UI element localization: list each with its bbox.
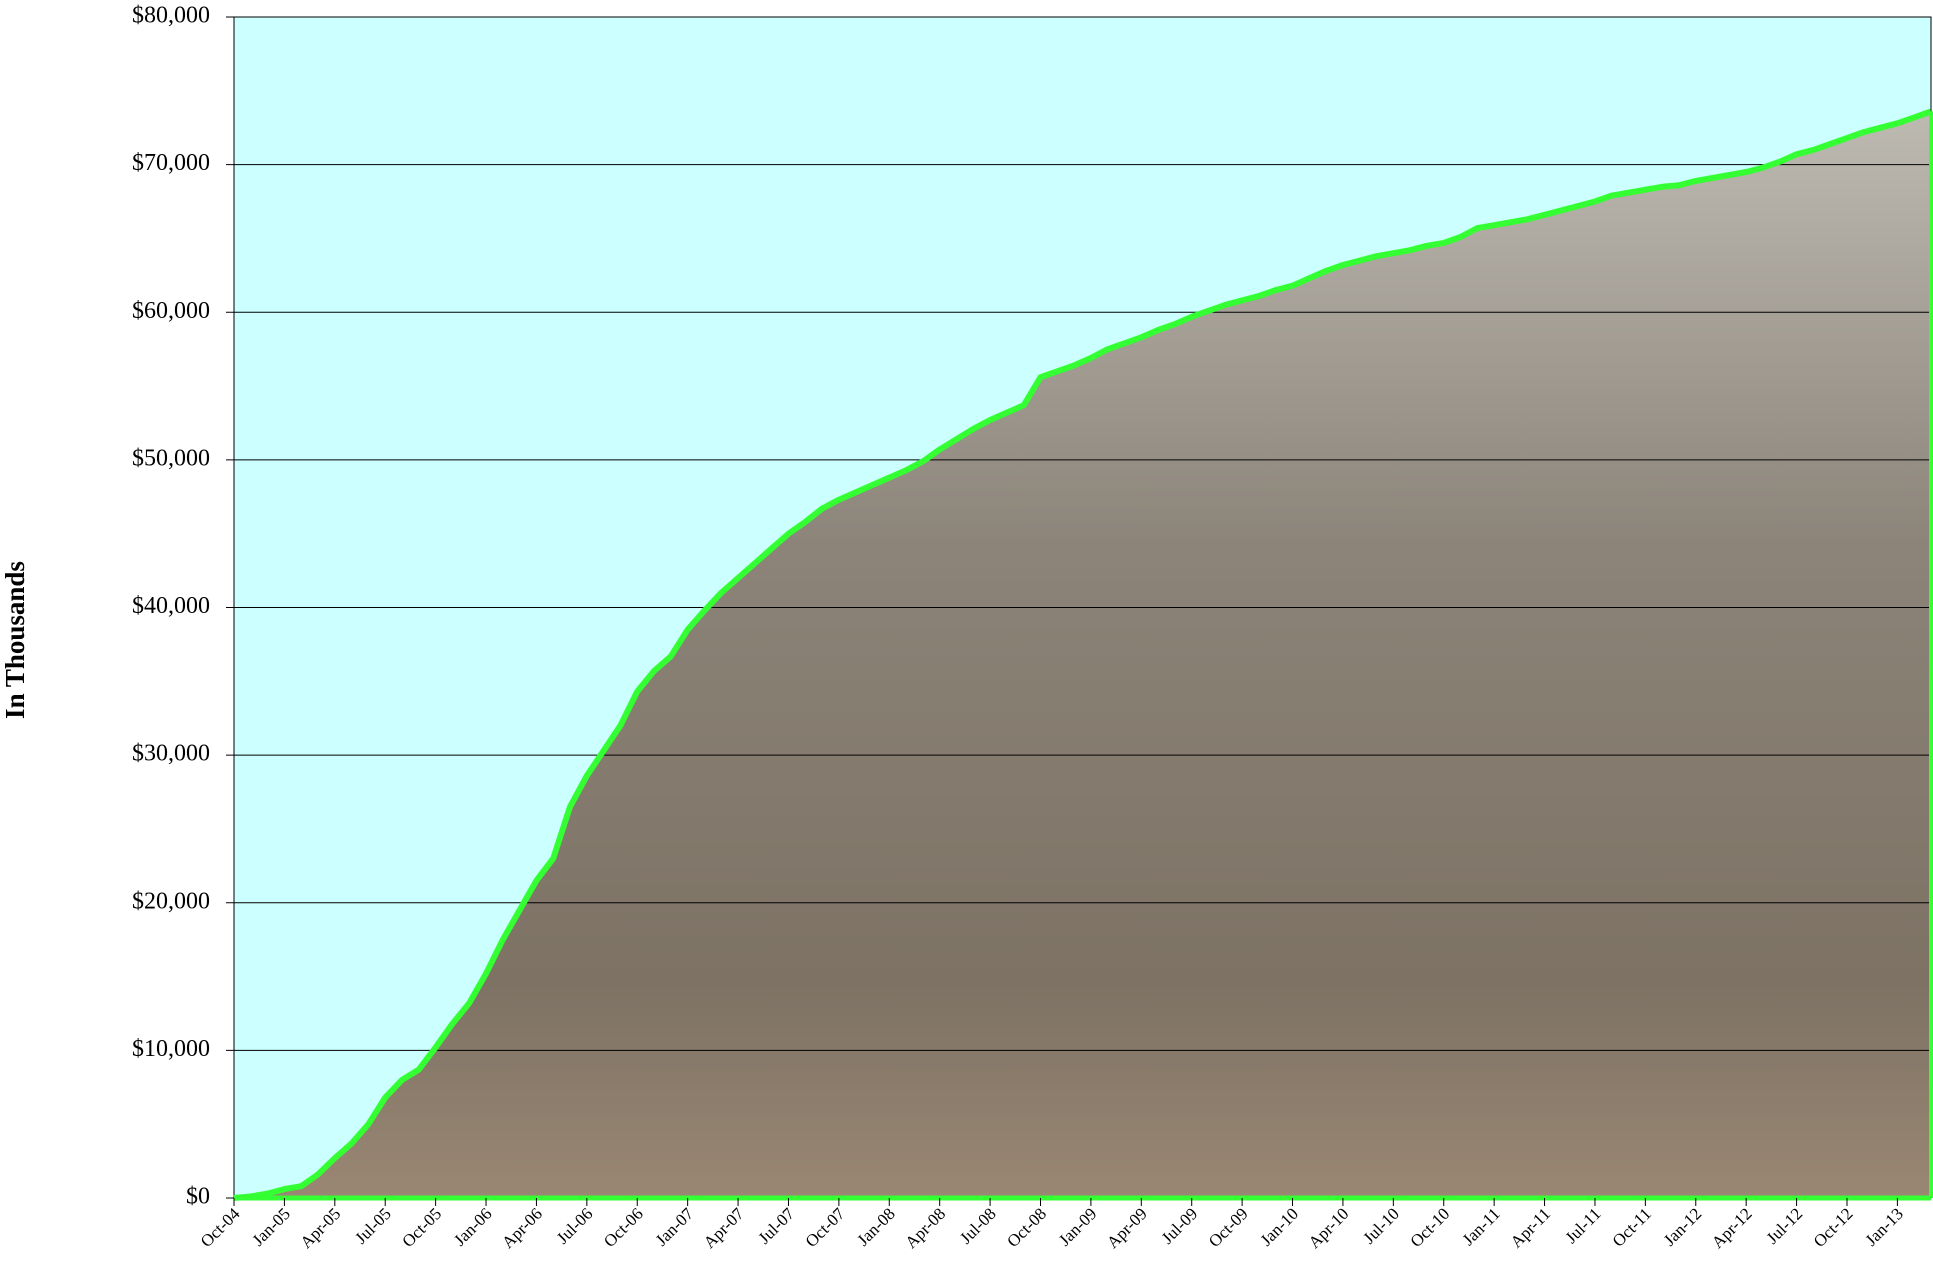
x-tick-label: Oct-05 xyxy=(398,1204,445,1251)
x-tick-label: Jan-06 xyxy=(450,1204,495,1249)
x-tick-label: Jul-12 xyxy=(1763,1204,1806,1247)
x-tick-label: Jul-11 xyxy=(1562,1204,1605,1247)
x-tick-label: Apr-07 xyxy=(700,1204,748,1252)
x-tick-label: Oct-11 xyxy=(1609,1204,1655,1250)
x-tick-label: Jan-12 xyxy=(1660,1204,1705,1249)
x-tick-label: Apr-12 xyxy=(1708,1204,1756,1252)
x-tick-label: Jul-07 xyxy=(755,1204,799,1248)
x-tick-label: Oct-09 xyxy=(1205,1204,1252,1251)
y-tick-label: $40,000 xyxy=(132,593,210,619)
x-tick-label: Jan-13 xyxy=(1861,1204,1906,1249)
x-tick-label: Jul-09 xyxy=(1158,1204,1201,1247)
x-tick-label: Jan-05 xyxy=(249,1204,294,1249)
x-tick-label: Oct-10 xyxy=(1407,1204,1454,1251)
y-tick-label: $10,000 xyxy=(132,1036,210,1062)
x-tick-label: Oct-12 xyxy=(1810,1204,1857,1251)
x-tick-label: Apr-11 xyxy=(1507,1204,1554,1251)
x-tick-label: Apr-06 xyxy=(498,1204,546,1252)
x-tick-label: Oct-06 xyxy=(600,1204,647,1251)
y-tick-label: $70,000 xyxy=(132,150,210,176)
x-tick-label: Jul-06 xyxy=(553,1204,596,1247)
y-tick-label: $50,000 xyxy=(132,445,210,471)
x-tick-label: Jan-10 xyxy=(1257,1204,1302,1249)
x-tick-label: Apr-10 xyxy=(1305,1204,1353,1252)
x-tick-label: Jul-08 xyxy=(956,1204,999,1247)
y-tick-label: $60,000 xyxy=(132,298,210,324)
x-tick-label: Apr-08 xyxy=(901,1204,949,1252)
x-tick-label: Jan-11 xyxy=(1459,1204,1504,1249)
line xyxy=(233,108,1932,1201)
y-axis-title: In Thousands xyxy=(0,561,30,719)
y-tick-label: $80,000 xyxy=(132,3,210,29)
area xyxy=(234,111,1931,1198)
y-tick-label: $30,000 xyxy=(132,741,210,767)
x-tick-label: Oct-07 xyxy=(802,1204,849,1251)
x-tick-label: Jan-09 xyxy=(1055,1204,1100,1249)
x-tick-label: Apr-05 xyxy=(296,1204,344,1252)
x-tick-label: Jan-07 xyxy=(652,1204,698,1250)
y-tick-label: $0 xyxy=(186,1184,210,1210)
x-tick-label: Jan-08 xyxy=(853,1204,898,1249)
y-tick-label: $20,000 xyxy=(132,888,210,914)
x-tick-label: Oct-08 xyxy=(1003,1204,1050,1251)
x-tick-label: Jul-10 xyxy=(1359,1204,1402,1247)
x-tick-label: Jul-05 xyxy=(351,1204,394,1247)
x-tick-label: Oct-04 xyxy=(197,1204,244,1251)
x-tick-label: Apr-09 xyxy=(1103,1204,1151,1252)
